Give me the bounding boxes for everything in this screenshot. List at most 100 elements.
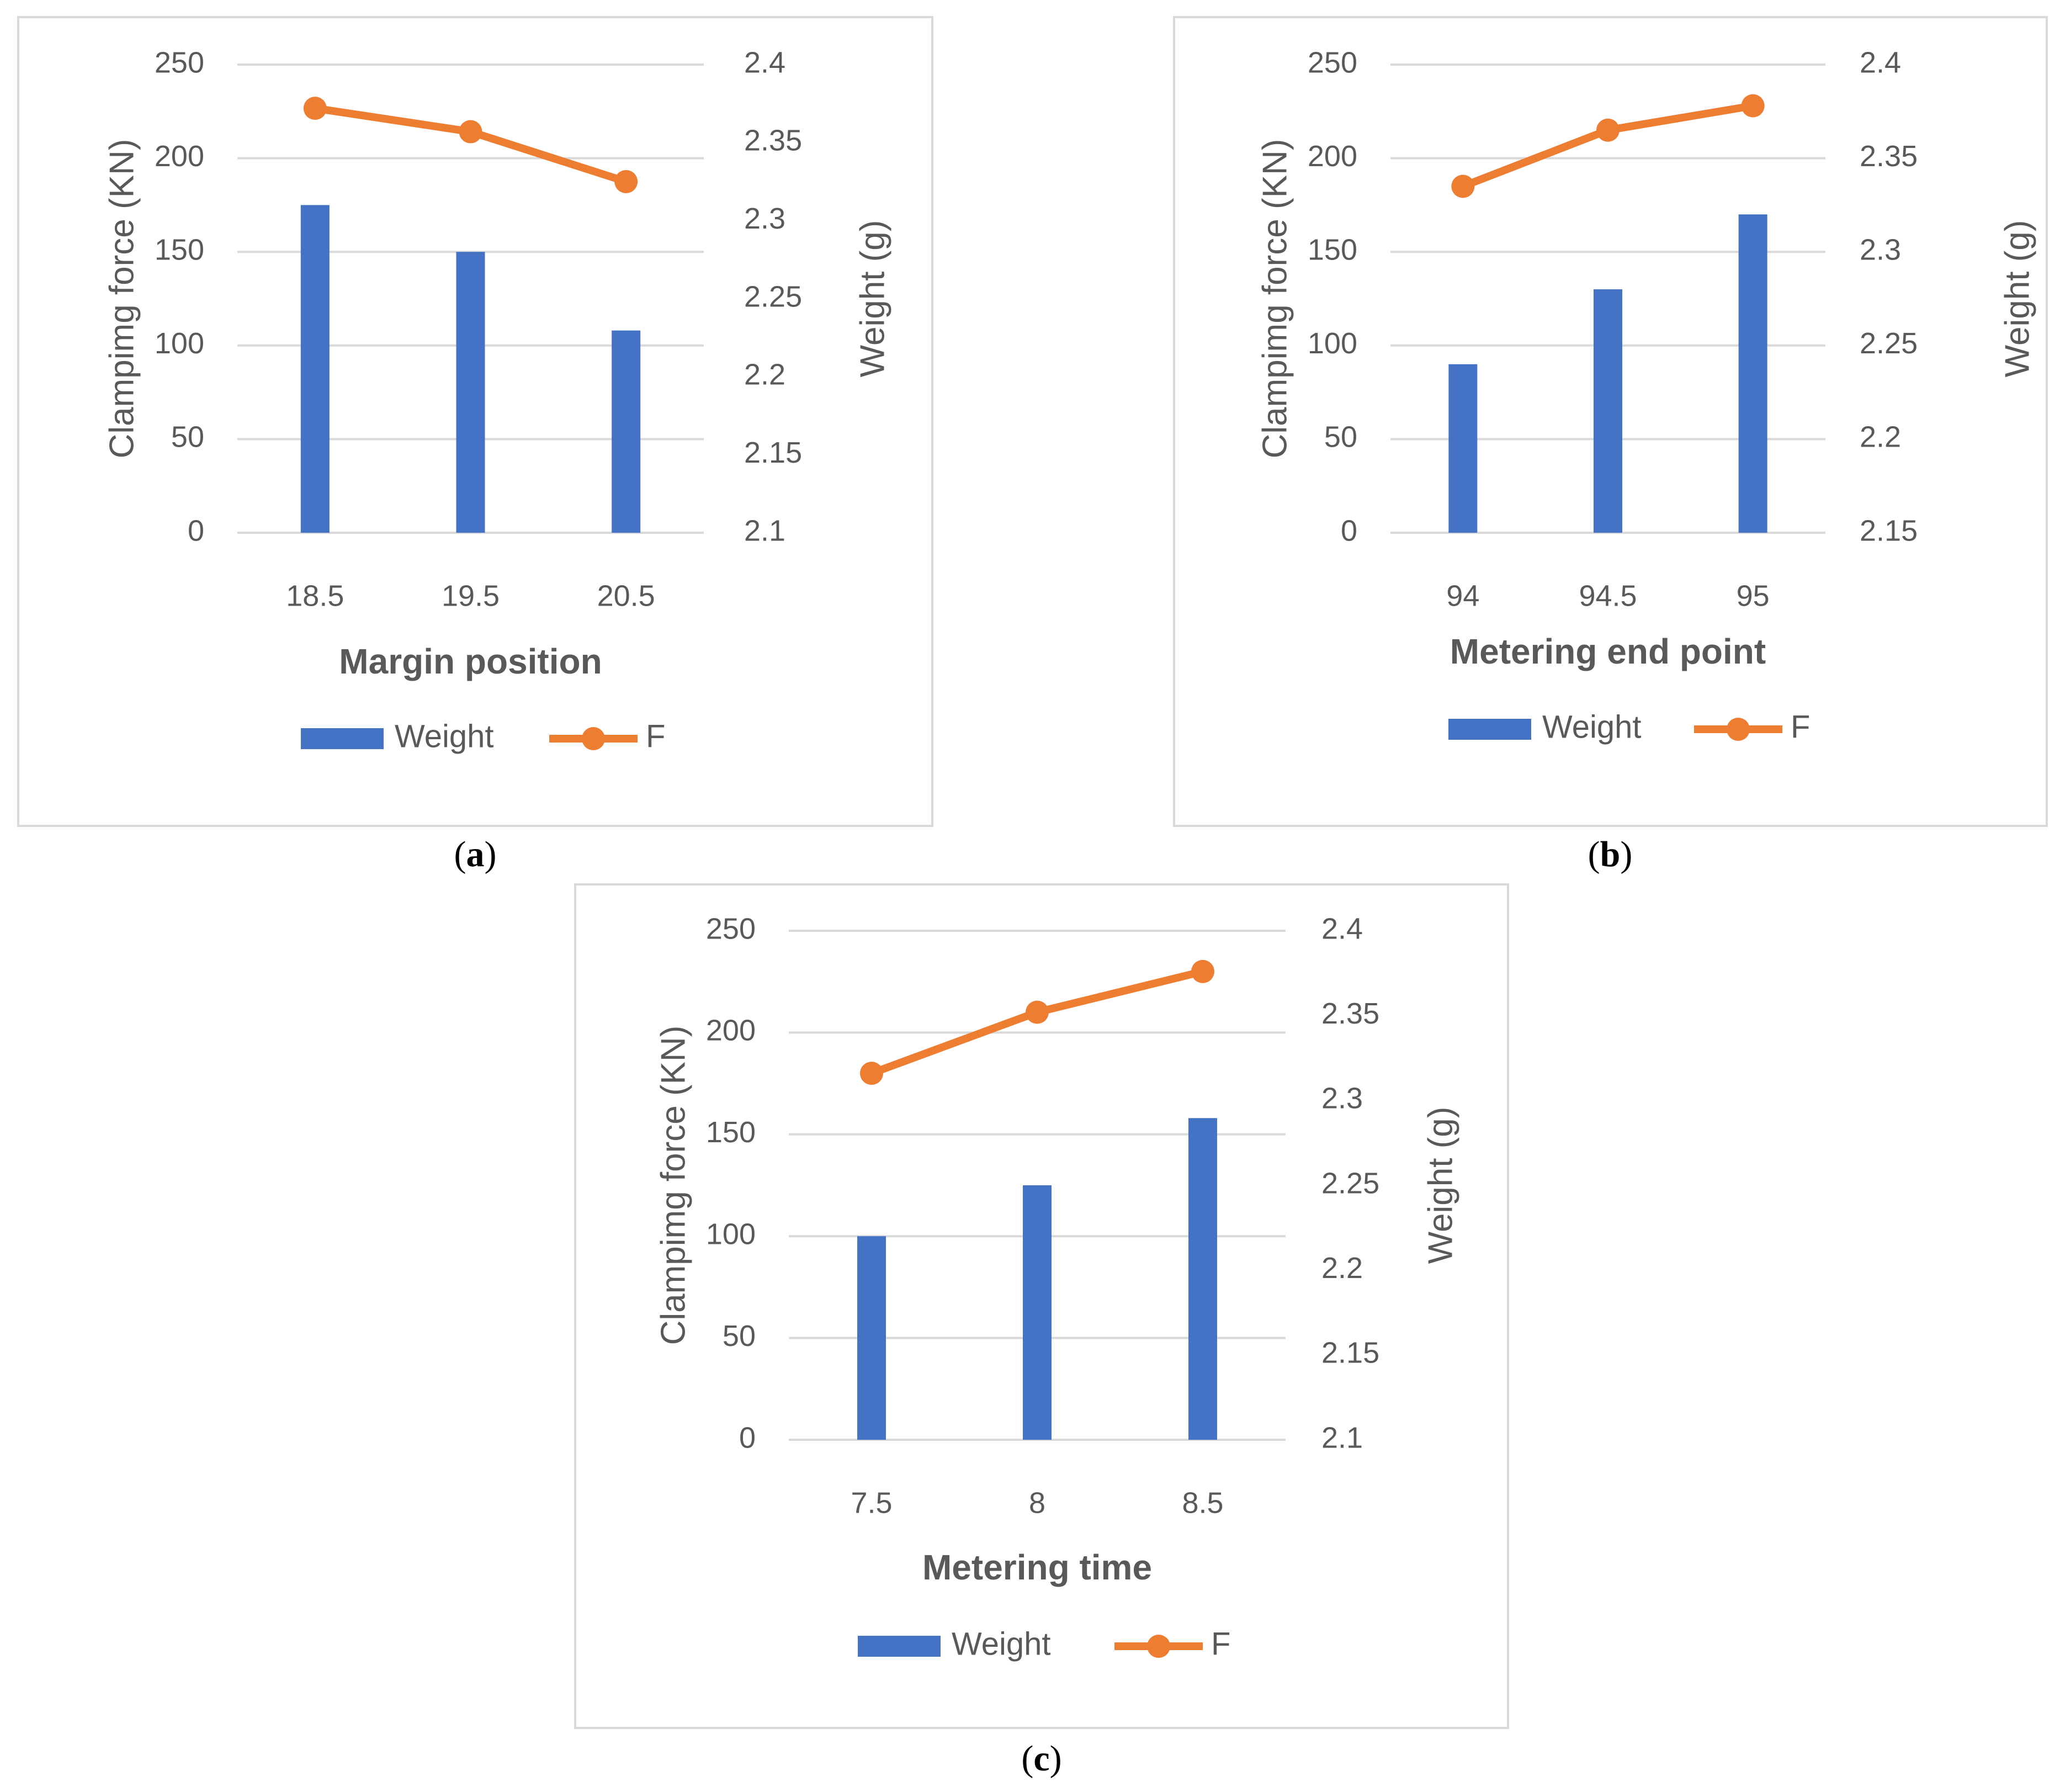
x-tick-label: 94 xyxy=(1446,579,1479,612)
y2-axis-title: Weight (g) xyxy=(1998,220,2036,378)
bar-weight-1 xyxy=(1594,289,1622,533)
x-tick-label: 18.5 xyxy=(286,579,344,612)
point-f-2 xyxy=(1741,94,1765,118)
y2-tick-label: 2.3 xyxy=(1860,233,1901,266)
y-tick-label: 150 xyxy=(155,233,204,266)
y2-tick-label: 2.3 xyxy=(1321,1082,1363,1115)
legend-swatch-weight xyxy=(1448,719,1531,740)
y2-tick-label: 2.2 xyxy=(744,358,785,391)
bar-weight-0 xyxy=(300,205,330,533)
y-axis-title: Clampimg force (KN) xyxy=(654,1026,692,1345)
chart-2: 0 50 100 150 200 250 2.1 2.15 2.2 2.25 2.3 2.35 2.4 C… xyxy=(654,912,1459,1662)
y2-tick-label: 2.4 xyxy=(1860,46,1901,79)
bar-weight-2 xyxy=(1188,1118,1217,1440)
y2-tick-label: 2.2 xyxy=(1860,421,1901,454)
bar-weight-2 xyxy=(612,330,641,533)
x-tick-label: 7.5 xyxy=(851,1486,892,1519)
y2-tick-label: 2.15 xyxy=(744,436,802,469)
y2-tick-label: 2.4 xyxy=(1321,912,1363,945)
y-axis-title: Clampimg force (KN) xyxy=(103,139,141,459)
y-tick-label: 0 xyxy=(739,1421,756,1454)
y-tick-label: 200 xyxy=(706,1014,756,1047)
caption-b-letter: b xyxy=(1600,834,1621,874)
point-f-0 xyxy=(1451,174,1475,198)
y2-tick-label: 2.15 xyxy=(1860,514,1918,547)
y2-tick-label: 2.1 xyxy=(1321,1421,1363,1454)
y2-tick-label: 2.35 xyxy=(744,124,802,157)
legend-label-weight: Weight xyxy=(395,718,493,754)
point-f-1 xyxy=(1026,1000,1049,1024)
legend-label-f: F xyxy=(1791,709,1810,745)
point-f-0 xyxy=(860,1062,883,1085)
y-tick-label: 0 xyxy=(188,514,204,547)
y2-tick-label: 2.25 xyxy=(1321,1167,1379,1200)
x-tick-label: 95 xyxy=(1737,579,1770,612)
y-tick-label: 0 xyxy=(1341,514,1357,547)
y2-tick-label: 2.1 xyxy=(744,514,785,547)
caption-a-letter: a xyxy=(466,834,485,874)
x-tick-label: 19.5 xyxy=(442,579,500,612)
point-f-1 xyxy=(459,120,482,144)
y-tick-label: 200 xyxy=(155,140,204,173)
y2-axis-title: Weight (g) xyxy=(853,220,891,378)
bar-weight-1 xyxy=(1023,1185,1052,1440)
y-axis-title: Clampimg force (KN) xyxy=(1256,139,1294,459)
x-tick-label: 8 xyxy=(1029,1486,1045,1519)
chart-panel-c: 0 50 100 150 200 250 2.1 2.15 2.2 2.25 2.3 2.35 2.4 C… xyxy=(574,883,1509,1729)
x-tick-label: 20.5 xyxy=(597,579,655,612)
x-axis-title: Metering end point xyxy=(1450,632,1766,671)
y-tick-label: 150 xyxy=(706,1116,756,1149)
legend-marker-f xyxy=(582,727,605,750)
x-tick-label: 94.5 xyxy=(1579,579,1637,612)
chart-1: 0 50 100 150 200 250 2.15 2.2 2.25 2.3 2.35 2.4 Clam… xyxy=(1256,46,2036,745)
point-f-2 xyxy=(614,170,638,193)
y-tick-label: 250 xyxy=(706,912,756,945)
chart-panel-b: 0 50 100 150 200 250 2.15 2.2 2.25 2.3 2.35 2.4 Clam… xyxy=(1173,16,2048,827)
legend-marker-f xyxy=(1147,1635,1170,1658)
y-tick-label: 50 xyxy=(1324,421,1357,454)
line-f xyxy=(311,104,630,185)
x-axis-title: Margin position xyxy=(339,641,602,681)
y-tick-label: 50 xyxy=(171,421,204,454)
bar-weight-1 xyxy=(456,252,485,533)
caption-a: (a) xyxy=(454,834,497,874)
point-f-0 xyxy=(303,97,327,120)
y2-tick-label: 2.35 xyxy=(1321,997,1379,1030)
bar-weight-0 xyxy=(1448,364,1478,533)
y2-tick-label: 2.25 xyxy=(1860,327,1918,360)
line-f xyxy=(1459,102,1757,190)
y2-tick-label: 2.35 xyxy=(1860,140,1918,173)
legend-label-f: F xyxy=(646,718,665,754)
legend-swatch-weight xyxy=(301,728,384,749)
chart-0: 0 50 100 150 200 250 2.1 2.15 2.2 2.25 2.3 2.35 2.4 C… xyxy=(103,46,891,754)
y2-tick-label: 2.15 xyxy=(1321,1337,1379,1370)
caption-b: (b) xyxy=(1588,834,1633,874)
x-axis-title: Metering time xyxy=(922,1547,1152,1587)
x-tick-label: 8.5 xyxy=(1182,1486,1223,1519)
y2-tick-label: 2.3 xyxy=(744,202,785,235)
legend-marker-f xyxy=(1727,718,1750,741)
bar-weight-0 xyxy=(857,1236,886,1440)
chart-panel-a: 0 50 100 150 200 250 2.1 2.15 2.2 2.25 2.3 2.35 2.4 C… xyxy=(17,16,933,827)
y2-tick-label: 2.25 xyxy=(744,280,802,313)
y-tick-label: 200 xyxy=(1308,140,1357,173)
y-tick-label: 100 xyxy=(155,327,204,360)
point-f-1 xyxy=(1596,118,1620,142)
legend-label-weight: Weight xyxy=(952,1626,1050,1662)
caption-c: (c) xyxy=(1021,1738,1062,1779)
y-tick-label: 100 xyxy=(1308,327,1357,360)
y-tick-label: 150 xyxy=(1308,233,1357,266)
y-tick-label: 100 xyxy=(706,1217,756,1250)
bar-weight-2 xyxy=(1738,214,1767,533)
point-f-2 xyxy=(1191,959,1214,983)
y2-axis-title: Weight (g) xyxy=(1421,1107,1459,1264)
y2-tick-label: 2.4 xyxy=(744,46,785,79)
caption-c-letter: c xyxy=(1033,1738,1050,1779)
y2-tick-label: 2.2 xyxy=(1321,1252,1363,1285)
y-tick-label: 50 xyxy=(723,1319,756,1353)
legend-swatch-weight xyxy=(858,1636,941,1657)
legend-label-f: F xyxy=(1211,1626,1230,1662)
y-tick-label: 250 xyxy=(1308,46,1357,79)
legend-label-weight: Weight xyxy=(1542,709,1641,745)
y-tick-label: 250 xyxy=(155,46,204,79)
